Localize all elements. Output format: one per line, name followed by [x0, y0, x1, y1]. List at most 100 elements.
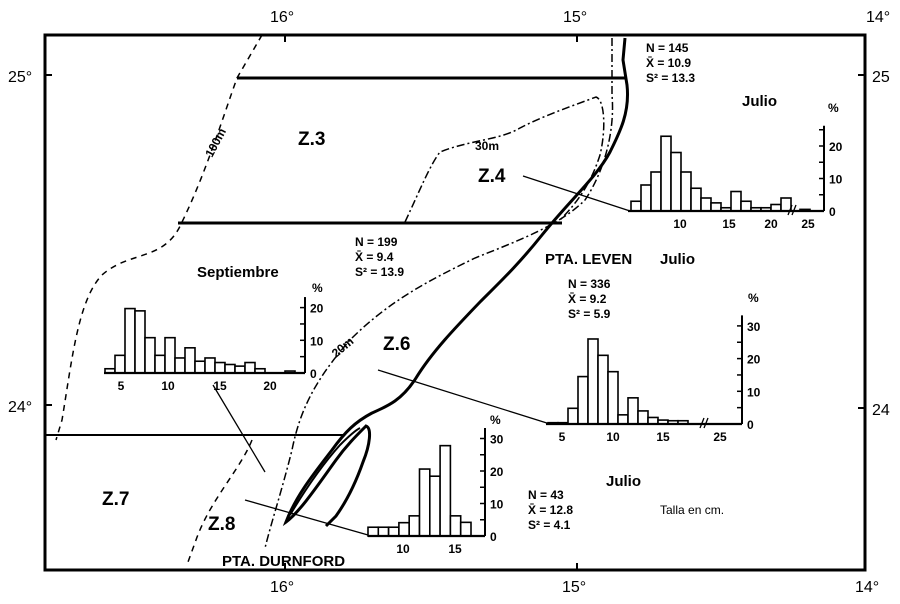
y-tick-label: 30 [490, 433, 504, 447]
histogram-bar [194, 360, 206, 374]
x-tick-label: 10 [673, 217, 687, 231]
histogram-bar [439, 444, 452, 537]
y-tick-label: 20 [310, 302, 324, 316]
graticule-ticks [45, 35, 865, 570]
histogram-bar [124, 307, 136, 374]
histogram-bar [367, 526, 380, 537]
lat-label-left-24: 24° [8, 399, 32, 416]
histogram-bar [670, 151, 682, 212]
histogram-month-label: Julio [742, 93, 777, 110]
histogram-bar [377, 526, 390, 537]
lat-label-left-25: 25° [8, 69, 32, 86]
sample-statistic: X̄ = 12.8 [528, 503, 573, 517]
histogram-bar [174, 357, 186, 374]
x-tick-label: 15 [722, 217, 736, 231]
y-tick-label: 30 [747, 320, 761, 334]
histogram-bar [780, 197, 792, 212]
x-tick-label: 15 [213, 379, 227, 393]
histogram-bar [607, 370, 619, 425]
zone-label-z8: Z.8 [208, 514, 235, 535]
histogram-bar [459, 521, 472, 537]
y-tick-label: 20 [747, 353, 761, 367]
histogram-bar [637, 410, 649, 425]
y-axis-label: % [490, 413, 501, 427]
histogram-z8-julio: 0 10 20 30 10 15% Julio N = 43X̄ = 12.8S² = 4.1 [367, 413, 641, 556]
sample-statistic: S² = 13.9 [355, 265, 404, 279]
lat-label-right-24: 24 [872, 402, 890, 419]
sample-statistic: N = 43 [528, 488, 564, 502]
histogram-bar [184, 347, 196, 374]
isobath-label-30m: 30m [475, 139, 499, 153]
place-pta-leven: PTA. LEVEN [545, 251, 632, 268]
zone-label-z7: Z.7 [102, 489, 129, 510]
histogram-bar [408, 515, 421, 537]
axis-break-mark [699, 417, 705, 429]
coastline-peninsula-inner [289, 427, 361, 516]
lon-label-top-15: 15° [563, 9, 587, 26]
x-tick-label: 10 [396, 542, 410, 556]
zone-label-z4: Z.4 [478, 166, 506, 187]
y-axis-label: % [828, 101, 839, 115]
y-tick-label: 10 [310, 334, 324, 348]
y-tick-label: 20 [490, 465, 504, 479]
map-frame [43, 33, 867, 572]
lon-label-top-14: 14° [866, 9, 890, 26]
histogram-bar [577, 375, 589, 425]
histogram-bar [204, 357, 216, 374]
histogram-bar [640, 184, 652, 212]
x-tick-label: 25 [713, 430, 727, 444]
lon-label-bottom-14: 14° [855, 579, 879, 596]
histogram-bar [114, 354, 126, 374]
x-tick-label: 15 [656, 430, 670, 444]
histogram-bar [630, 200, 642, 212]
y-tick-label: 0 [310, 367, 317, 381]
sample-statistic: S² = 5.9 [568, 307, 611, 321]
histogram-bar [680, 171, 692, 212]
lon-label-top-16: 16° [270, 9, 294, 26]
y-tick-label: 0 [829, 205, 836, 219]
isobath-label-100m: 100m [202, 126, 229, 160]
histogram-bar [387, 526, 400, 537]
sample-statistic: S² = 13.3 [646, 71, 695, 85]
y-tick-label: 20 [829, 140, 843, 154]
isobath-30m-line [404, 96, 605, 223]
y-tick-label: 10 [747, 385, 761, 399]
place-pta-durnford: PTA. DURNFORD [222, 553, 345, 570]
x-tick-label: 5 [118, 379, 125, 393]
histogram-bar [650, 171, 662, 212]
axis-break-mark [787, 204, 793, 216]
histogram-bar [144, 336, 156, 374]
histogram-bar [700, 197, 712, 212]
lon-label-bottom-15: 15° [562, 579, 586, 596]
y-tick-label: 0 [747, 418, 754, 432]
x-tick-label: 25 [801, 217, 815, 231]
histogram-bar [418, 468, 431, 537]
x-tick-label: 10 [606, 430, 620, 444]
y-tick-label: 10 [490, 498, 504, 512]
sample-statistic: X̄ = 9.2 [568, 292, 607, 306]
lon-label-bottom-16: 16° [270, 579, 294, 596]
histogram-bar [567, 407, 579, 425]
lat-label-right-25: 25 [872, 69, 890, 86]
isobath-20m-line [264, 38, 614, 549]
histogram-bar [597, 354, 609, 425]
zone-label-z3: Z.3 [298, 129, 325, 150]
histogram-bar [690, 187, 702, 212]
size-unit-note: Talla en cm. [660, 503, 724, 517]
histogram-month-label: Julio [606, 473, 641, 490]
histogram-month-label: Julio [660, 251, 695, 268]
sample-statistic: N = 336 [568, 277, 611, 291]
histogram-bar [154, 354, 166, 374]
histogram-bar [244, 361, 256, 374]
sample-statistic: N = 145 [646, 41, 689, 55]
histogram-bar [740, 200, 752, 212]
histogram-bar [730, 190, 742, 212]
axis-break-mark [703, 417, 709, 429]
histogram-bar [164, 336, 176, 374]
histogram-bar [224, 363, 236, 374]
histogram-bar [134, 310, 146, 374]
x-tick-label: 20 [263, 379, 277, 393]
